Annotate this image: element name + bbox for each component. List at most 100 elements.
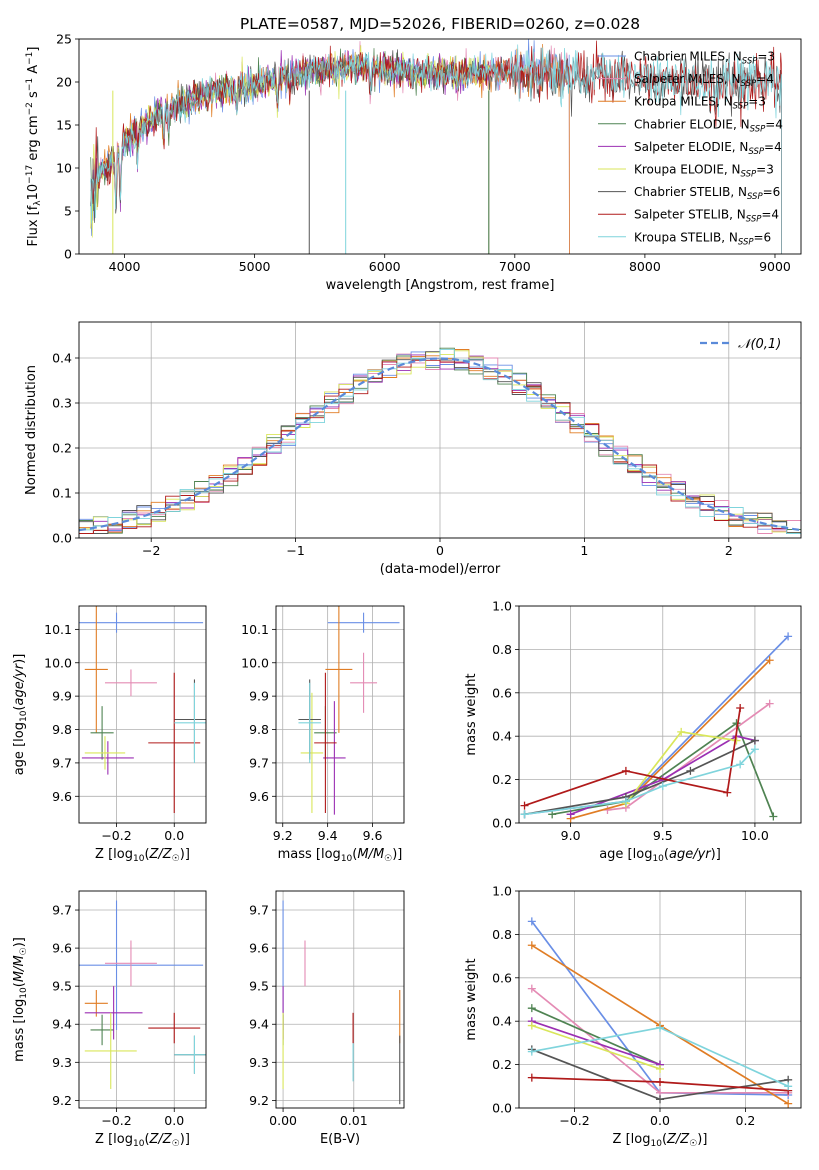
y-tick-label: 0.0 xyxy=(52,531,72,546)
label-part: )] xyxy=(180,1132,190,1147)
x-tick-label: 0.01 xyxy=(340,1113,368,1128)
y-tick-label: 5 xyxy=(64,204,72,219)
label-part: λ xyxy=(33,200,43,206)
label-part: mass weight xyxy=(464,958,479,1040)
legend-label: Salpeter STELIB, NSSP=4 xyxy=(634,208,779,225)
y-tick-label: 10 xyxy=(56,161,72,176)
x-tick-label: 2 xyxy=(725,543,733,558)
legend-label-part: SSP xyxy=(747,192,763,202)
residual-legend: 𝒩(0,1) xyxy=(700,337,781,352)
y-tick-label: 0.4 xyxy=(492,729,512,744)
y-tick-label: 9.6 xyxy=(52,789,72,804)
label-part: E(B-V) xyxy=(320,1132,360,1147)
legend-label-part: Salpeter STELIB, N xyxy=(634,208,746,222)
weight-line xyxy=(531,1020,661,1066)
axes-frame xyxy=(78,38,802,255)
plot-area-weight-vs-Z xyxy=(519,891,801,1108)
label-part: −1 xyxy=(25,78,35,91)
axes-frame xyxy=(78,890,207,1109)
axes-mass-vs-ebv: 0.00 0.01 9.2 9.3 9.4 9.5 9.6 9.7 E(B-V) xyxy=(249,890,405,1147)
y-tick-label: 0.6 xyxy=(492,685,512,700)
y-axis-label: mass weight xyxy=(464,673,479,755)
weight-marker xyxy=(520,801,529,810)
weight-marker xyxy=(658,782,667,791)
label-part: )] xyxy=(711,847,721,862)
legend-label-part: SSP xyxy=(746,215,762,225)
weight-line xyxy=(524,748,756,816)
legend-label: 𝒩(0,1) xyxy=(738,337,781,352)
label-part: mass [log xyxy=(278,847,341,862)
weight-marker xyxy=(784,632,793,641)
figure-title: PLATE=0587, MJD=52026, FIBERID=0260, z=0… xyxy=(240,15,640,33)
weight-marker xyxy=(527,1021,536,1030)
label-part: age [log xyxy=(599,847,652,862)
x-axis-label: (data-model)/error xyxy=(380,562,501,577)
x-tick-label: 10.0 xyxy=(741,828,769,843)
weight-line xyxy=(570,735,756,816)
label-part: s xyxy=(26,91,41,102)
y-axis-label: age [log10(age/yr)] xyxy=(12,654,29,776)
y-tick-label: 0.4 xyxy=(52,351,72,366)
y-tick-label: 10.1 xyxy=(241,622,269,637)
axes-weight-vs-age: 9.0 9.5 10.0 0.0 0.2 0.4 0.6 0.8 1.0 age [log10(a… xyxy=(464,599,802,864)
weight-marker xyxy=(548,810,557,819)
x-tick-label: 0.0 xyxy=(164,828,184,843)
y-tick-label: 1.0 xyxy=(492,884,512,899)
x-tick-label: 9.6 xyxy=(363,828,383,843)
weight-marker xyxy=(527,984,536,993)
weight-marker xyxy=(769,812,778,821)
y-tick-label: 10.0 xyxy=(44,655,72,670)
legend-label-part: SSP xyxy=(742,57,758,67)
legend-label: Salpeter ELODIE, NSSP=4 xyxy=(634,140,782,157)
weight-marker xyxy=(527,941,536,950)
x-tick-label: 0 xyxy=(436,543,444,558)
y-tick-label: 9.4 xyxy=(52,1017,72,1032)
y-tick-label: 0.2 xyxy=(492,772,512,787)
weight-marker xyxy=(520,810,529,819)
label-part: M/M xyxy=(357,847,384,862)
x-axis-label: E(B-V) xyxy=(320,1132,360,1147)
label-part: ( xyxy=(352,847,357,862)
weight-marker xyxy=(736,703,745,712)
label-part: 10 xyxy=(19,710,29,722)
legend-label-part: SSP xyxy=(750,124,766,134)
y-tick-label: 1.0 xyxy=(492,599,512,614)
weight-line xyxy=(531,1024,661,1070)
legend-label-part: Kroupa MILES, N xyxy=(634,95,733,109)
label-part: ] xyxy=(26,47,41,52)
x-tick-label: 9.5 xyxy=(653,828,673,843)
label-part: age/yr xyxy=(669,847,712,862)
weight-marker xyxy=(656,1064,664,1073)
label-part: Z [log xyxy=(95,1132,133,1147)
legend-label-part: =4 xyxy=(764,140,782,154)
y-tick-label: 0 xyxy=(64,247,72,262)
y-tick-label: 9.6 xyxy=(249,941,269,956)
x-tick-label: 8000 xyxy=(629,259,661,274)
y-tick-label: 10.1 xyxy=(44,622,72,637)
y-tick-label: 9.5 xyxy=(52,979,72,994)
x-tick-label: 1 xyxy=(580,543,588,558)
weight-marker xyxy=(527,1004,536,1013)
axes-mass-vs-Z: −0.2 0.09.29.39.49.59.69.7Z [log10(Z/Z☉)]… xyxy=(12,890,207,1149)
label-part: 10 xyxy=(19,987,29,999)
y-tick-label: 10.0 xyxy=(241,655,269,670)
label-part: ( xyxy=(144,1132,149,1147)
x-axis-label: age [log10(age/yr)] xyxy=(599,847,721,864)
axes-age-vs-mass: 9.2 9.4 9.6 9.6 9.7 9.8 9.9 10.0 10.1 mass [log10… xyxy=(241,605,405,864)
label-part: −1 xyxy=(25,52,35,65)
weight-marker xyxy=(765,656,774,665)
y-tick-label: 9.2 xyxy=(52,1093,72,1108)
y-tick-label: 9.8 xyxy=(52,722,72,737)
y-tick-label: 9.5 xyxy=(249,979,269,994)
weight-marker xyxy=(621,797,630,806)
legend-label-part: Kroupa STELIB, N xyxy=(634,230,738,244)
x-axis-label: Z [log10(Z/Z☉)] xyxy=(95,1132,190,1149)
x-tick-label: 7000 xyxy=(499,259,531,274)
spectrum-line xyxy=(90,44,782,254)
axes-frame xyxy=(518,605,802,824)
label-part: 10 xyxy=(650,1139,662,1149)
legend-label-part: Salpeter MILES, N xyxy=(634,72,741,86)
weight-marker xyxy=(784,1099,793,1108)
